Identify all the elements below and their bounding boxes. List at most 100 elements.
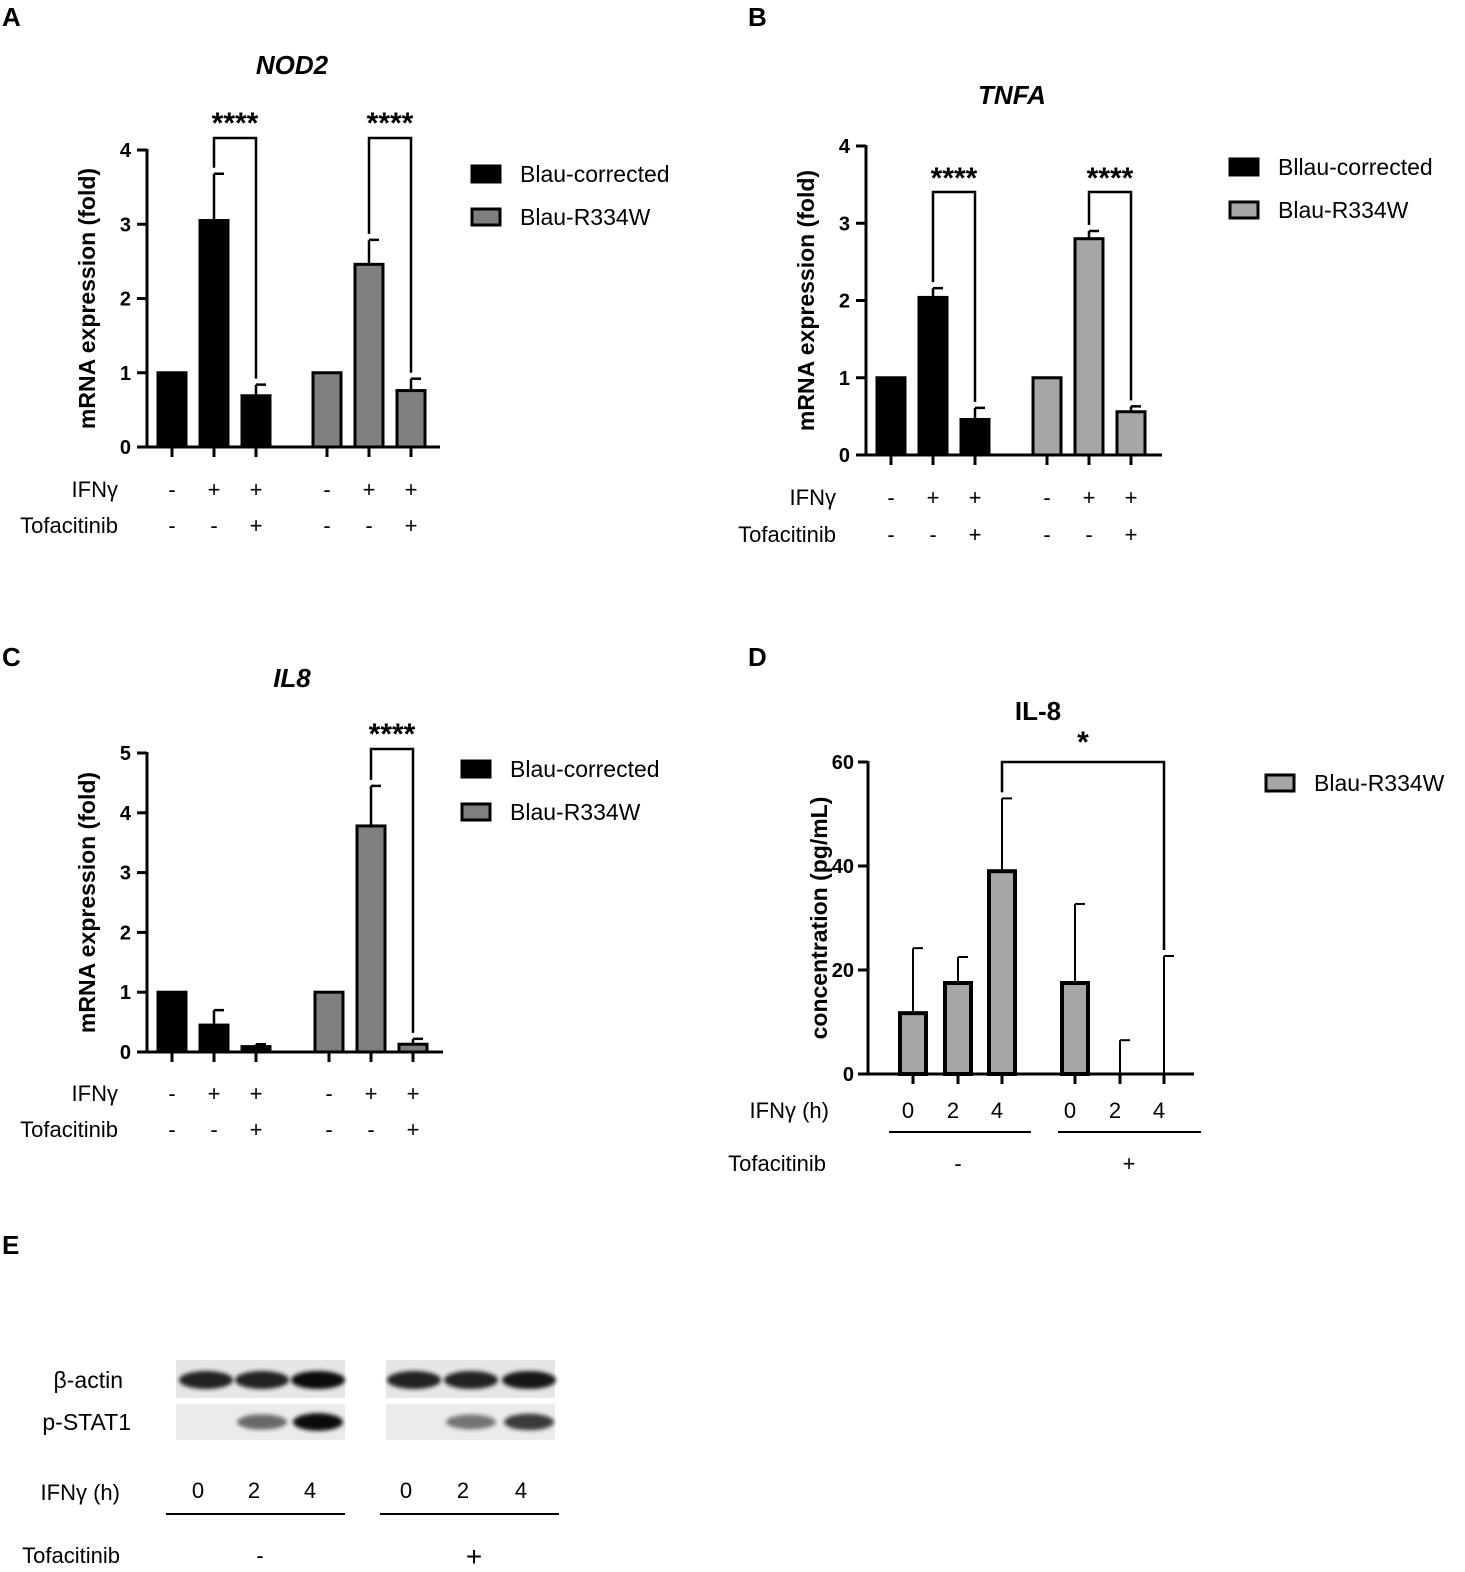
condition-value: + [405, 477, 418, 502]
condition-value: - [210, 1117, 217, 1142]
legend-swatch [470, 207, 502, 227]
chart-panel-c: IL8 0 1 2 3 4 5 mRNA expression (fold) Blau-corr… [20, 663, 659, 1142]
chart-panel-a: NOD2 0 1 2 3 4 mRNA expression (fold) Blau-corr… [20, 50, 669, 538]
bar [898, 1011, 928, 1076]
condition-value: + [1083, 485, 1096, 510]
x-tick-label: 2 [1109, 1098, 1121, 1123]
condition-value: - [168, 477, 175, 502]
significance-marker: **** [367, 107, 414, 140]
x-tick-label: 0 [1064, 1098, 1076, 1123]
band-pstat1 [237, 1414, 287, 1430]
significance-marker: **** [369, 718, 416, 751]
significance-bracket [931, 190, 977, 402]
blot-time-label: 2 [248, 1478, 260, 1503]
legend-swatch [470, 164, 502, 184]
y-tick-label: 2 [120, 922, 131, 944]
bar [1060, 981, 1090, 1076]
legend-label: Blau-R334W [1278, 197, 1409, 223]
bar [959, 417, 991, 457]
bar [198, 1023, 230, 1054]
tofacitinib-group-value: - [954, 1151, 961, 1176]
y-tick-label: 0 [120, 1042, 131, 1064]
legend-label: Blau-corrected [510, 756, 660, 782]
condition-value: - [367, 1117, 374, 1142]
condition-label: IFNγ [790, 485, 836, 510]
condition-value: + [250, 477, 263, 502]
condition-value: - [168, 1081, 175, 1106]
bar [156, 371, 188, 449]
panel-letter-c: C [2, 642, 21, 672]
band-pstat1 [504, 1413, 554, 1431]
legend-swatch [1264, 773, 1296, 793]
condition-value: + [969, 485, 982, 510]
condition-value: - [323, 513, 330, 538]
band-actin [502, 1371, 556, 1389]
condition-value: - [168, 1117, 175, 1142]
legend-swatch [460, 759, 492, 779]
significance-bracket [212, 136, 258, 379]
condition-value: - [323, 477, 330, 502]
band-actin [179, 1371, 233, 1389]
condition-value: - [325, 1081, 332, 1106]
significance-bracket [367, 136, 413, 373]
condition-value: - [887, 522, 894, 547]
band-actin [291, 1371, 345, 1389]
bar [355, 824, 387, 1054]
significance-marker: **** [931, 162, 978, 195]
condition-value: - [887, 485, 894, 510]
panel-letter-a: A [2, 2, 21, 32]
y-tick-label: 20 [832, 960, 854, 982]
legend-label: Bllau-corrected [1278, 154, 1433, 180]
condition-value: - [210, 513, 217, 538]
chart-panel-b: TNFA 0 1 2 3 4 mRNA expression (fold) Bllau-cor… [738, 80, 1433, 547]
condition-value: + [407, 1081, 420, 1106]
legend-swatch [1228, 200, 1260, 220]
condition-value: - [1043, 522, 1050, 547]
legend-label: Blau-R334W [510, 799, 641, 825]
western-blot-panel: β-actin p-STAT1 0 2 4 0 2 4 IFNγ (h) Tofacitinib -… [22, 1360, 559, 1572]
condition-label: IFNγ [72, 477, 118, 502]
significance-bracket [1000, 760, 1166, 950]
condition-value: + [969, 522, 982, 547]
bar [313, 990, 345, 1054]
significance-bracket [1087, 190, 1133, 401]
x-axis-title: IFNγ (h) [750, 1098, 829, 1123]
y-tick-label: 0 [120, 437, 131, 459]
bar [917, 295, 949, 457]
bar [1031, 376, 1063, 457]
bar [987, 869, 1017, 1077]
bar [1073, 237, 1105, 457]
y-tick-label: 0 [839, 445, 850, 467]
tofacitinib-group-value: + [466, 1541, 482, 1572]
tofacitinib-group-value: - [256, 1543, 263, 1568]
bar [397, 1042, 429, 1054]
bar [156, 990, 188, 1054]
x-tick-label: 0 [902, 1098, 914, 1123]
significance-marker: **** [212, 107, 259, 140]
bar [240, 1045, 272, 1054]
band-pstat1 [446, 1414, 496, 1430]
condition-value: - [1085, 522, 1092, 547]
x-tick-label: 4 [1153, 1098, 1165, 1123]
y-tick-label: 4 [120, 803, 132, 825]
y-tick-label: 4 [120, 140, 132, 162]
band-label-actin: β-actin [54, 1367, 123, 1393]
bar [311, 371, 343, 449]
significance-bracket [369, 747, 415, 1033]
significance-marker: **** [1087, 162, 1134, 195]
legend-swatch [1228, 157, 1260, 177]
blot-time-label: 4 [304, 1478, 316, 1503]
y-axis-title: concentration (pg/mL) [806, 797, 832, 1040]
condition-value: + [407, 1117, 420, 1142]
condition-value: - [929, 522, 936, 547]
y-tick-label: 2 [839, 291, 850, 313]
y-tick-label: 5 [120, 743, 131, 765]
bar [875, 376, 907, 457]
band-actin [387, 1371, 441, 1389]
chart-title: IL-8 [1015, 696, 1061, 726]
condition-value: + [250, 1117, 263, 1142]
y-tick-label: 1 [120, 982, 131, 1004]
band-actin [444, 1371, 498, 1389]
panel-letter-d: D [748, 642, 767, 672]
